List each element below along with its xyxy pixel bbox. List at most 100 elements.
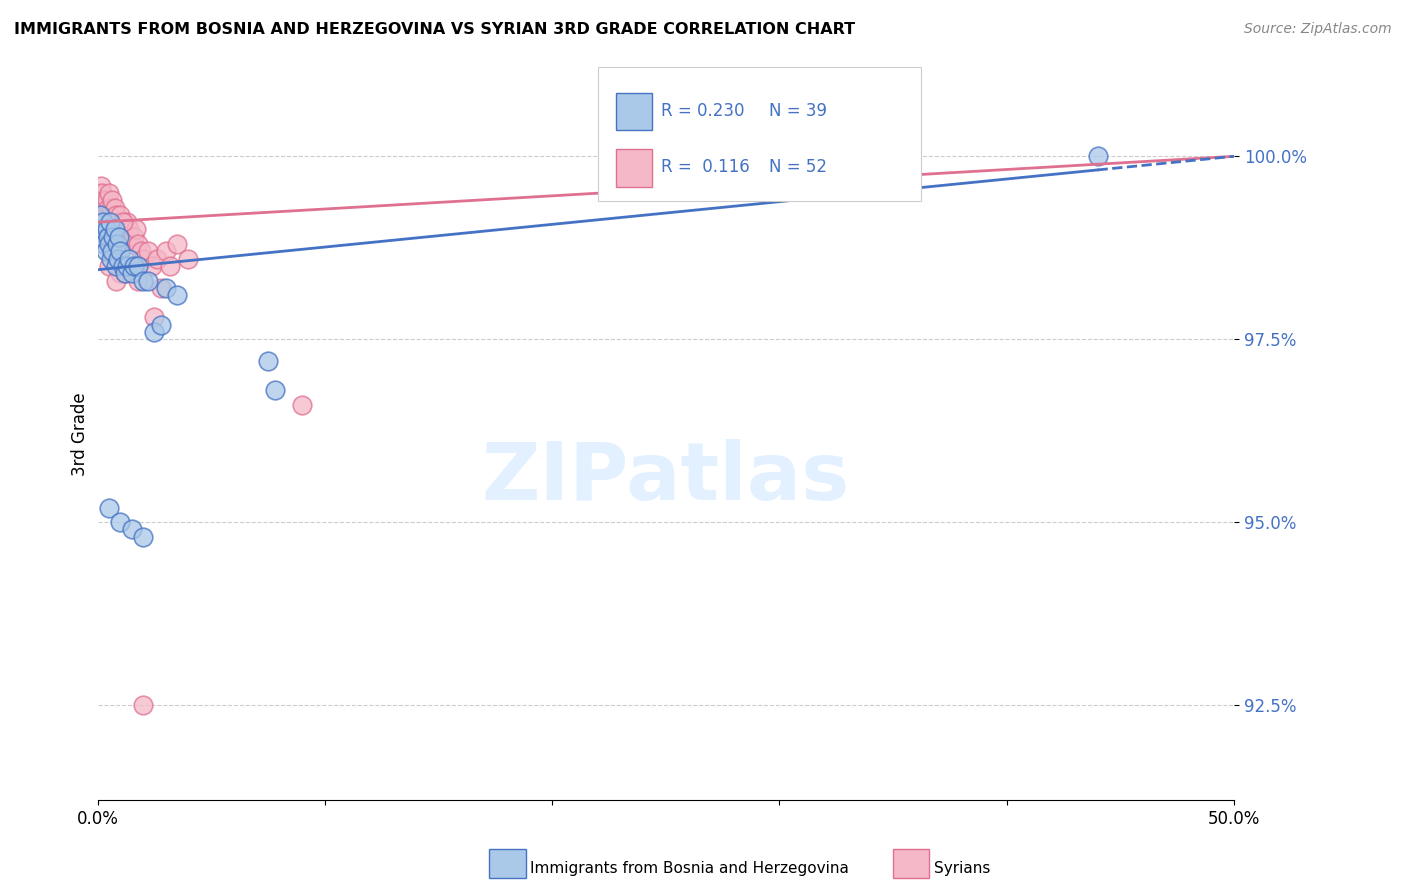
Point (110, 244, 132, 259)
Point (141, 259, 163, 273)
Point (114, 266, 136, 280)
Point (150, 281, 173, 295)
Point (110, 266, 132, 280)
Point (122, 259, 145, 273)
Point (132, 252, 155, 266)
Point (129, 244, 152, 259)
Point (1087, 149, 1109, 163)
Text: N = 52: N = 52 (769, 158, 827, 176)
Point (103, 215, 125, 229)
Point (105, 237, 128, 252)
Point (107, 215, 129, 229)
Point (97, 237, 120, 252)
Text: IMMIGRANTS FROM BOSNIA AND HERZEGOVINA VS SYRIAN 3RD GRADE CORRELATION CHART: IMMIGRANTS FROM BOSNIA AND HERZEGOVINA V… (14, 22, 855, 37)
Point (121, 237, 143, 252)
Point (132, 530, 155, 544)
Point (115, 259, 138, 273)
Point (100, 252, 122, 266)
Point (143, 325, 166, 339)
Point (111, 259, 134, 273)
Point (104, 208, 127, 222)
Point (115, 215, 138, 229)
Point (91, 186, 114, 200)
Point (97, 229, 120, 244)
Point (155, 244, 177, 259)
Point (107, 252, 129, 266)
Text: Syrians: Syrians (934, 862, 990, 876)
Point (93, 237, 115, 252)
Point (121, 259, 143, 273)
Point (110, 208, 132, 222)
Point (177, 252, 200, 266)
Point (150, 318, 173, 332)
Point (104, 274, 127, 288)
Point (122, 229, 145, 244)
Text: Source: ZipAtlas.com: Source: ZipAtlas.com (1244, 22, 1392, 37)
Point (121, 266, 143, 280)
Point (108, 229, 131, 244)
Point (97, 201, 120, 215)
Point (96, 222, 118, 236)
Point (97, 500, 120, 515)
Point (101, 244, 124, 259)
Point (114, 266, 136, 280)
Point (257, 354, 280, 368)
Point (104, 201, 127, 215)
Point (101, 193, 124, 207)
Point (121, 523, 143, 537)
Point (118, 222, 141, 236)
Point (155, 281, 177, 295)
Point (105, 222, 128, 236)
Point (111, 215, 134, 229)
Point (166, 288, 188, 302)
Point (110, 515, 132, 529)
Point (90, 229, 112, 244)
Point (98, 215, 121, 229)
Point (93, 193, 115, 207)
Point (136, 244, 159, 259)
Point (104, 259, 127, 273)
Point (103, 229, 125, 244)
Point (96, 193, 118, 207)
Point (93, 229, 115, 244)
Point (97, 259, 120, 273)
Point (125, 222, 148, 236)
Point (97, 186, 120, 200)
Text: Immigrants from Bosnia and Herzegovina: Immigrants from Bosnia and Herzegovina (530, 862, 849, 876)
Text: N = 39: N = 39 (769, 102, 827, 120)
Point (145, 252, 167, 266)
Text: R = 0.230: R = 0.230 (661, 102, 744, 120)
Point (107, 252, 129, 266)
Point (263, 384, 285, 398)
Point (89, 208, 111, 222)
Text: ZIPatlas: ZIPatlas (482, 439, 849, 517)
Point (291, 398, 314, 412)
Point (94, 208, 117, 222)
Point (96, 222, 118, 236)
Point (118, 252, 141, 266)
Point (100, 201, 122, 215)
Point (90, 178, 112, 193)
Point (159, 259, 181, 273)
Point (91, 222, 114, 236)
Text: R =  0.116: R = 0.116 (661, 158, 749, 176)
Point (91, 215, 114, 229)
Point (143, 310, 166, 325)
Point (127, 259, 149, 273)
Point (104, 222, 127, 236)
Point (127, 274, 149, 288)
Point (111, 222, 134, 236)
Point (98, 208, 121, 222)
Point (114, 229, 136, 244)
Point (89, 193, 111, 207)
Point (132, 698, 155, 712)
Y-axis label: 3rd Grade: 3rd Grade (72, 392, 89, 476)
Point (94, 244, 117, 259)
Point (136, 274, 159, 288)
Point (127, 237, 149, 252)
Point (103, 237, 125, 252)
Point (100, 244, 122, 259)
Point (87, 186, 110, 200)
Point (91, 201, 114, 215)
Point (166, 237, 188, 252)
